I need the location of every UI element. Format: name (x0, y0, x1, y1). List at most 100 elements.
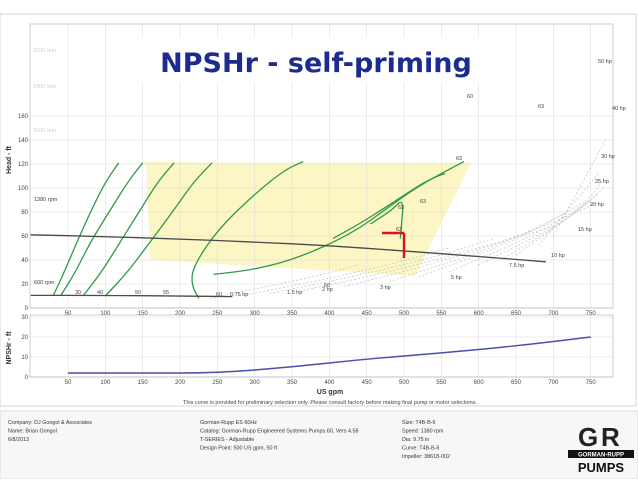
catalog-line: Gorman-Rupp ES 60Hz (200, 420, 257, 426)
efficiency-curve (52, 162, 120, 297)
power-curve (500, 185, 606, 261)
head-y-ticks: 0 20 40 60 80 100 120 140 160 (18, 114, 29, 312)
power-curve (344, 202, 599, 287)
power-curve-label: 2 hp (322, 287, 333, 293)
x-tick-label: 700 (548, 380, 559, 386)
x-tick-label: 400 (324, 311, 335, 317)
power-curve (389, 211, 569, 282)
efficiency-curve (191, 161, 304, 299)
power-curve-label: 20 hp (590, 202, 604, 208)
x-tick-label: 50 (65, 380, 72, 386)
title-band (132, 38, 500, 82)
operating-region (142, 161, 472, 276)
background-rpm-label: 1900 rpm (33, 84, 57, 90)
x-tick-label: 650 (511, 311, 522, 317)
y-tick-label: 40 (21, 258, 28, 264)
power-curve-label: 50 hp (598, 59, 612, 65)
efficiency-label: 63 (538, 104, 544, 110)
efficiency-label: 63 (396, 227, 402, 233)
y-tick-label: 20 (21, 282, 28, 288)
rpm-line-label: 600 rpm (34, 280, 55, 286)
head-axis-label: Head - ft (6, 145, 13, 174)
y-tick-label: 20 (21, 335, 28, 341)
power-curve (299, 226, 554, 292)
logo-pumps: PUMPS (578, 460, 625, 475)
pump-line: Impeller: 38618-002 (402, 454, 450, 460)
power-curve (538, 173, 599, 246)
disclaimer: This curve is provided for preliminary s… (183, 400, 477, 406)
x-tick-label: 500 (399, 380, 410, 386)
power-curve-label: 5 hp (451, 275, 462, 281)
rpm-line-label: 1380 rpm (34, 197, 58, 203)
y-tick-label: 140 (18, 138, 29, 144)
rpm-line (30, 234, 546, 263)
catalog-line: Design Point: 500 US gpm, 50 ft (200, 446, 278, 452)
rpm-lines: 1380 rpm 600 rpm (30, 197, 546, 298)
npshr-chart: 50 100 150 200 250 300 350 400 450 500 550 600 650 70… (6, 314, 614, 396)
power-curve-label: 10 hp (551, 253, 565, 259)
power-curve-label: 25 hp (595, 179, 609, 185)
npshr-y-ticks: 0 10 20 30 (21, 315, 28, 381)
x-tick-label: 100 (100, 311, 111, 317)
company-line: Company: DJ Gongol & Associates (8, 420, 92, 426)
head-chart: 2100 rpm 1900 rpm 1500 rpm 50 hp 40 hp 30 hp… (6, 23, 626, 317)
head-plot-frame (29, 23, 614, 309)
y-tick-label: 120 (18, 162, 29, 168)
efficiency-label: 55 (163, 290, 169, 296)
power-curve (418, 202, 584, 278)
x-tick-label: 750 (586, 311, 597, 317)
power-curve (239, 247, 449, 297)
footer-panel (0, 410, 638, 480)
company-line: Name: Brian Gongol (8, 429, 57, 435)
y-tick-label: 60 (21, 234, 28, 240)
efficiency-curve (370, 201, 404, 239)
x-tick-label: 550 (436, 311, 447, 317)
efficiency-curve (59, 162, 144, 297)
x-tick-label: 250 (212, 380, 223, 386)
y-tick-label: 100 (18, 186, 29, 192)
x-tick-label: 600 (474, 380, 485, 386)
y-tick-label: 30 (21, 315, 28, 321)
efficiency-curve (104, 162, 213, 297)
logo-bar (568, 450, 634, 458)
npshr-grid (29, 314, 614, 378)
power-curve-label: 15 hp (578, 227, 592, 233)
footer-catalog-info: Gorman-Rupp ES 60Hz Catalog: Gorman-Rupp … (200, 420, 359, 452)
x-tick-label: 700 (548, 311, 559, 317)
x-tick-label: 550 (436, 380, 447, 386)
npshr-axis-label: NPSHr - ft (6, 331, 13, 365)
efficiency-label: 60 (216, 292, 222, 298)
x-tick-label: 150 (138, 380, 149, 386)
background-rpm-label: 1500 rpm (33, 128, 57, 134)
design-point-marker (382, 231, 406, 258)
x-tick-label: 200 (175, 311, 186, 317)
logo-letter-g: G (578, 422, 598, 452)
background-rpm-label: 2100 rpm (33, 48, 57, 54)
pump-line: Size: T4B-B-6 (402, 420, 435, 426)
x-tick-label: 300 (250, 380, 261, 386)
figure-border (0, 13, 637, 407)
x-tick-label: 100 (100, 380, 111, 386)
x-tick-label: 450 (362, 311, 373, 317)
power-curve (553, 139, 606, 237)
x-tick-label: 650 (511, 380, 522, 386)
efficiency-label: 40 (97, 290, 103, 296)
efficiency-label: 63 (456, 156, 462, 162)
gorman-rupp-logo: G R GORMAN-RUPP PUMPS (568, 422, 634, 475)
power-curve-label: 30 hp (601, 154, 615, 160)
x-tick-label: 300 (250, 311, 261, 317)
power-curve-label: 3 hp (380, 285, 391, 291)
pump-line: Curve: T4B-B-6 (402, 446, 439, 452)
power-curve-label: 40 hp (612, 106, 626, 112)
x-tick-label: 150 (138, 311, 149, 317)
npshr-series (68, 336, 591, 374)
logo-gorman-rupp: GORMAN-RUPP (578, 453, 624, 459)
x-tick-label: 450 (362, 380, 373, 386)
efficiency-label: 30 (75, 290, 81, 296)
footer-company-info: Company: DJ Gongol & Associates Name: Bri… (8, 420, 92, 443)
efficiency-label: 63 (398, 205, 404, 211)
x-tick-label: 500 (399, 311, 410, 317)
catalog-line: Catalog: Gorman-Rupp Engineered Systems … (200, 429, 359, 435)
power-curve-label: 1.5 hp (287, 290, 302, 296)
